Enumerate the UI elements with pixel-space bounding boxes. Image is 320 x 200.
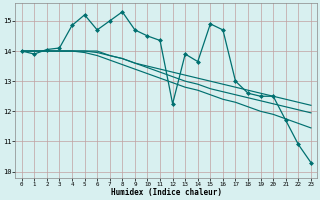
X-axis label: Humidex (Indice chaleur): Humidex (Indice chaleur) [111, 188, 222, 197]
